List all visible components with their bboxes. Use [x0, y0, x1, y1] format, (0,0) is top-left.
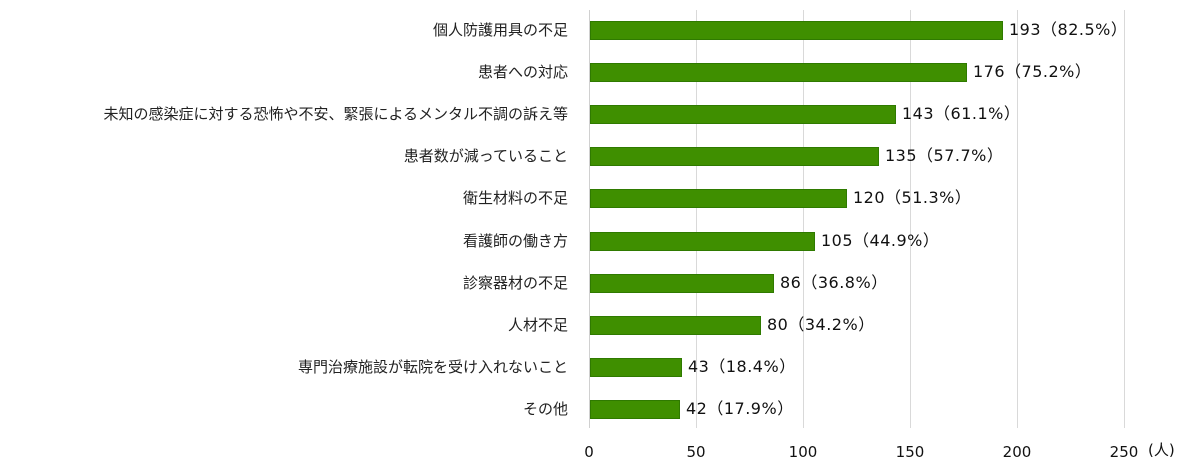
data-label: 43（18.4%） — [688, 357, 796, 376]
gridline-200 — [1017, 10, 1018, 428]
data-label: 80（34.2%） — [767, 315, 875, 334]
bar — [590, 21, 1003, 40]
category-label: 専門治療施設が転院を受け入れないこと — [297, 358, 568, 376]
data-label: 176（75.2%） — [973, 62, 1092, 81]
data-label: 120（51.3%） — [853, 188, 972, 207]
x-tick-label: 150 — [895, 443, 925, 461]
gridline-100 — [803, 10, 804, 428]
x-tick-label: 100 — [788, 443, 818, 461]
x-tick-label: 0 — [584, 443, 594, 461]
category-label: 衛生材料の不足 — [462, 189, 568, 207]
x-axis-unit-label: (人) — [1148, 441, 1175, 459]
category-label: 患者への対応 — [477, 63, 568, 81]
bar — [590, 400, 680, 419]
y-axis-line — [589, 10, 590, 428]
gridline-250 — [1124, 10, 1125, 428]
data-label: 135（57.7%） — [885, 146, 1004, 165]
data-label: 193（82.5%） — [1009, 20, 1128, 39]
x-tick-label: 50 — [686, 443, 706, 461]
bar — [590, 147, 879, 166]
bar — [590, 274, 774, 293]
x-tick-label: 200 — [1002, 443, 1032, 461]
category-label: 看護師の働き方 — [462, 232, 568, 250]
category-label: 人材不足 — [507, 316, 568, 334]
bar — [590, 316, 761, 335]
gridline-150 — [910, 10, 911, 428]
bar — [590, 63, 967, 82]
data-label: 105（44.9%） — [821, 231, 940, 250]
category-label: その他 — [522, 400, 568, 418]
data-label: 42（17.9%） — [686, 399, 794, 418]
gridline-50 — [696, 10, 697, 428]
data-label: 86（36.8%） — [780, 273, 888, 292]
data-label: 143（61.1%） — [902, 104, 1021, 123]
x-tick-label: 250 — [1109, 443, 1139, 461]
bar — [590, 358, 682, 377]
category-label: 個人防護用具の不足 — [432, 21, 568, 39]
bar — [590, 105, 896, 124]
category-label: 患者数が減っていること — [403, 147, 568, 165]
bar — [590, 189, 847, 208]
bar — [590, 232, 815, 251]
category-label: 診察器材の不足 — [462, 274, 568, 292]
category-label: 未知の感染症に対する恐怖や不安、緊張によるメンタル不調の訴え等 — [103, 105, 568, 123]
